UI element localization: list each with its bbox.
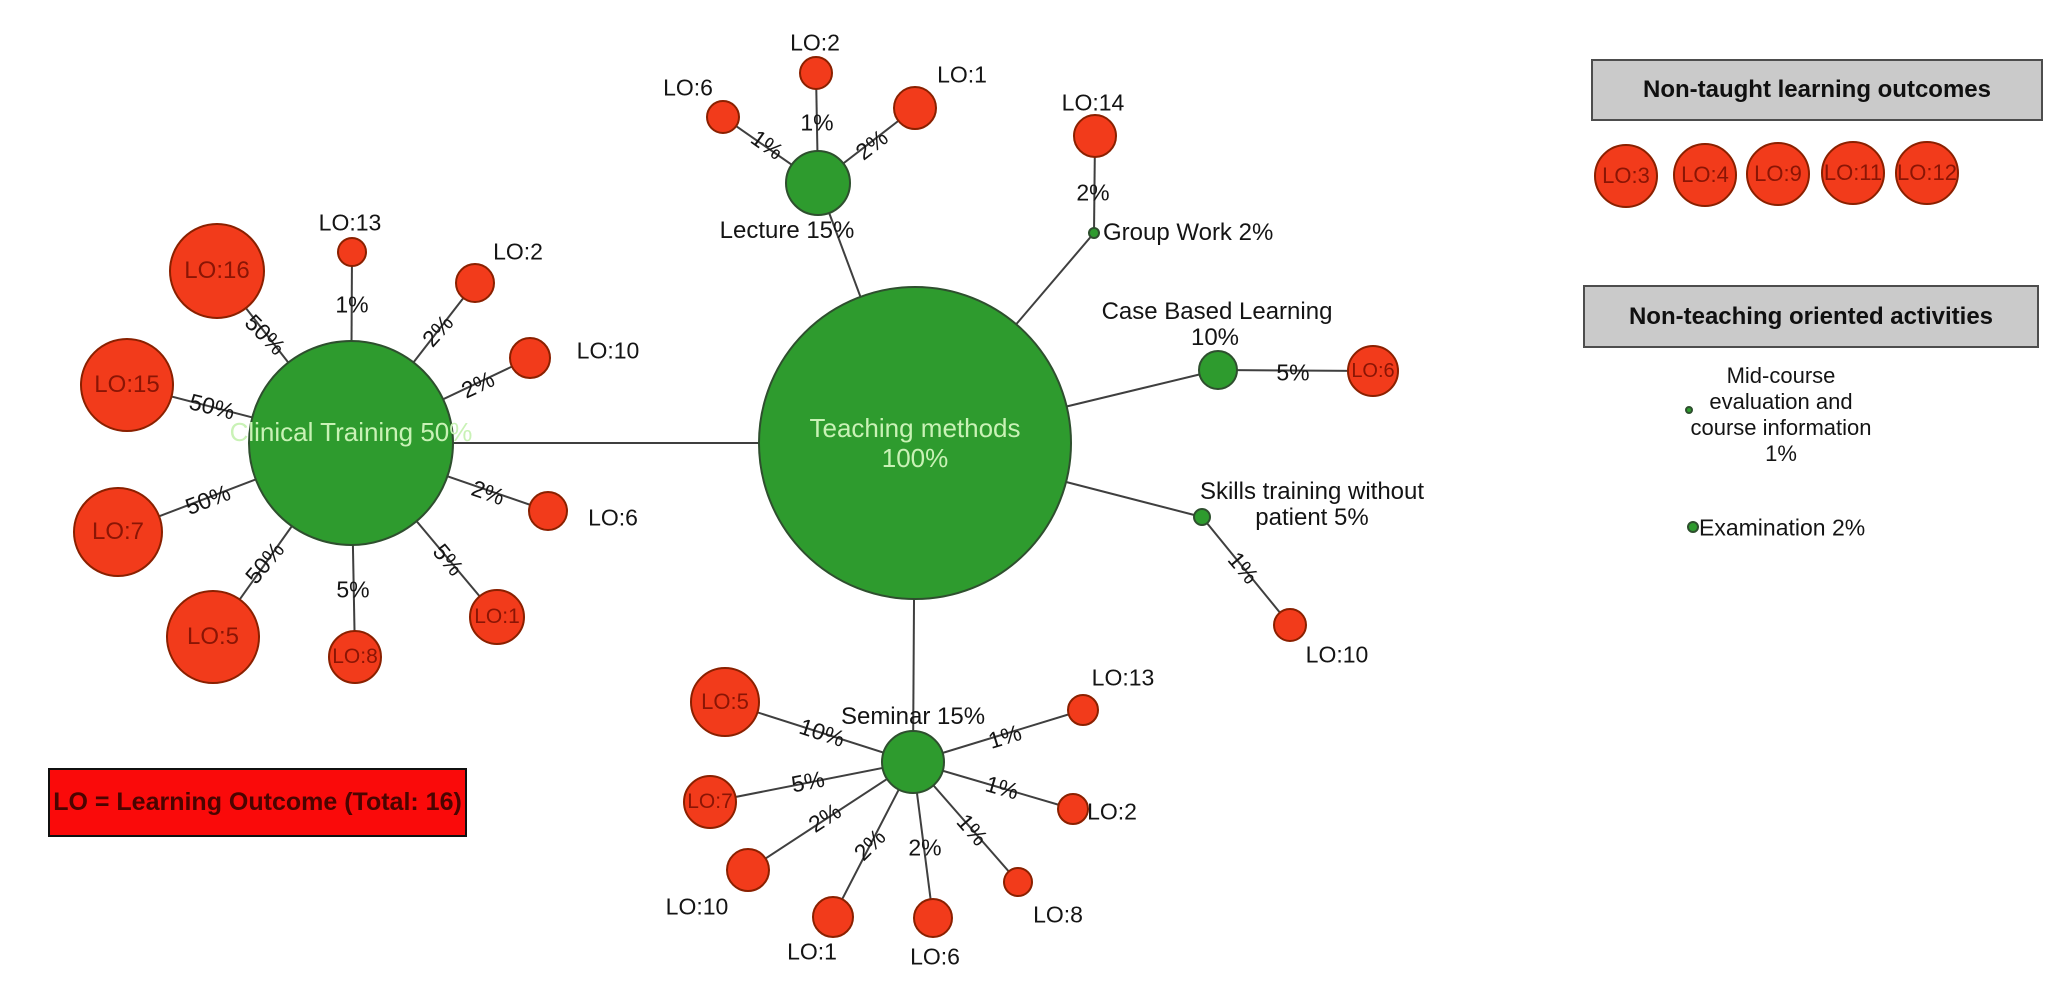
- node-seminar-lo13: [1067, 694, 1099, 726]
- node-case-based-label-line1: Case Based Learning: [1101, 298, 1333, 325]
- node-seminar-lo5: LO:5: [690, 667, 760, 737]
- node-seminar-lo2-label: LO:2: [1087, 798, 1137, 825]
- node-group-work-label: Group Work 2%: [1103, 219, 1274, 246]
- edge-label-clinical-lo8: 5%: [336, 576, 370, 603]
- edge-skills-lo10: [1201, 516, 1291, 626]
- edge-label-casebased-lo6: 5%: [1276, 359, 1310, 386]
- node-teaching-methods: Teaching methods 100%: [758, 286, 1072, 600]
- node-groupwork-lo14-label: LO:14: [1061, 89, 1125, 116]
- node-seminar-lo6-label: LO:6: [910, 943, 960, 970]
- node-group-work: [1088, 227, 1100, 239]
- node-clinical-lo10: [509, 337, 551, 379]
- node-clinical-lo2-label: LO:2: [493, 238, 543, 265]
- node-clinical-lo16: LO:16: [169, 223, 265, 319]
- node-skills-lo10-label: LO:10: [1305, 641, 1369, 668]
- legend-midcourse-label: Mid-course evaluation and course informa…: [1690, 363, 1872, 466]
- node-clinical-lo6-label: LO:6: [588, 504, 638, 531]
- legend-non-teaching-title-box: Non-teaching oriented activities: [1583, 285, 2039, 348]
- node-seminar-label: Seminar 15%: [840, 703, 986, 730]
- edge-seminar-lo7: [709, 761, 914, 803]
- node-seminar-lo7: LO:7: [683, 775, 737, 829]
- node-lecture-label: Lecture 15%: [719, 217, 855, 244]
- node-seminar-lo2: [1057, 793, 1089, 825]
- node-lecture-lo1-label: LO:1: [937, 61, 987, 88]
- node-clinical-training-label: Clinical Training 50%: [229, 417, 473, 447]
- node-skills-label-line2: patient 5%: [1255, 504, 1369, 531]
- node-case-based-label-line2: 10%: [1190, 324, 1240, 351]
- legend-node-examination: [1687, 521, 1699, 533]
- node-teaching-methods-label: Teaching methods 100%: [809, 413, 1021, 473]
- edge-label-groupwork-lo14: 2%: [1076, 179, 1110, 206]
- node-seminar-lo10: [726, 848, 770, 892]
- node-clinical-lo6: [528, 491, 568, 531]
- legend-non-taught-title-box: Non-taught learning outcomes: [1591, 59, 2043, 121]
- legend-node-lo11: LO:11: [1821, 141, 1885, 205]
- node-groupwork-lo14: [1073, 114, 1117, 158]
- edge-label-lecture-lo2: 1%: [800, 109, 834, 136]
- node-seminar-lo6: [913, 898, 953, 938]
- node-lecture-lo1: [893, 86, 937, 130]
- legend-node-lo4: LO:4: [1673, 143, 1737, 207]
- node-skills-lo10: [1273, 608, 1307, 642]
- node-clinical-lo8: LO:8: [328, 630, 382, 684]
- node-casebased-lo6: LO:6: [1347, 345, 1399, 397]
- node-clinical-training: [248, 340, 454, 546]
- node-clinical-lo13-label: LO:13: [318, 209, 382, 236]
- node-skills-label-line1: Skills training without: [1199, 478, 1425, 505]
- node-clinical-lo1: LO:1: [469, 589, 525, 645]
- node-clinical-lo15: LO:15: [80, 338, 174, 432]
- node-lecture-lo6-label: LO:6: [663, 74, 713, 101]
- legend-node-lo3: LO:3: [1594, 144, 1658, 208]
- legend-node-midcourse: [1685, 406, 1693, 414]
- lo-note-box: LO = Learning Outcome (Total: 16): [48, 768, 467, 837]
- node-lecture-lo2-label: LO:2: [790, 29, 840, 56]
- node-lecture: [785, 150, 851, 216]
- node-seminar-lo1-label: LO:1: [787, 938, 837, 965]
- node-skills-training: [1193, 508, 1211, 526]
- node-lecture-lo2: [799, 56, 833, 90]
- node-seminar-lo10-label: LO:10: [665, 893, 729, 920]
- node-clinical-lo2: [455, 263, 495, 303]
- node-seminar: [881, 730, 945, 794]
- legend-examination-label: Examination 2%: [1699, 514, 1866, 541]
- legend-node-lo9: LO:9: [1746, 142, 1810, 206]
- edge-label-clinical-lo13: 1%: [335, 291, 369, 318]
- node-clinical-lo5: LO:5: [166, 590, 260, 684]
- edge-seminar-lo10: [747, 761, 914, 871]
- node-seminar-lo13-label: LO:13: [1091, 664, 1155, 691]
- lo-note-text: LO = Learning Outcome (Total: 16): [53, 788, 462, 816]
- node-case-based-learning: [1198, 350, 1238, 390]
- edge-label-seminar-lo6: 2%: [908, 834, 942, 861]
- node-clinical-lo7: LO:7: [73, 487, 163, 577]
- node-clinical-lo10-label: LO:10: [576, 337, 640, 364]
- node-seminar-lo8-label: LO:8: [1033, 901, 1083, 928]
- node-lecture-lo6: [706, 100, 740, 134]
- node-clinical-lo13: [337, 237, 367, 267]
- legend-node-lo12: LO:12: [1895, 141, 1959, 205]
- node-seminar-lo1: [812, 896, 854, 938]
- legend-non-taught-title: Non-taught learning outcomes: [1643, 76, 1991, 103]
- legend-non-teaching-title: Non-teaching oriented activities: [1628, 302, 1994, 330]
- node-seminar-lo8: [1003, 867, 1033, 897]
